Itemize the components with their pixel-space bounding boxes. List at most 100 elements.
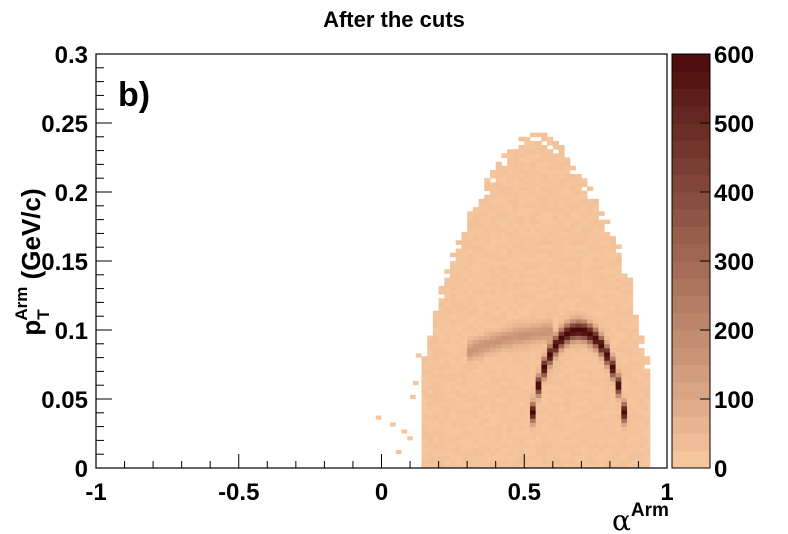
histogram-bin (438, 352, 445, 357)
histogram-bin (489, 385, 497, 390)
histogram-bin (587, 422, 594, 427)
histogram-bin (592, 393, 599, 399)
histogram-bin (489, 203, 497, 208)
histogram-bin (547, 401, 554, 407)
histogram-bin (621, 372, 628, 378)
histogram-bin (547, 215, 554, 220)
histogram-bin (609, 364, 617, 370)
histogram-bin (484, 314, 491, 320)
histogram-bin (478, 434, 485, 440)
histogram-bin (609, 310, 617, 316)
histogram-bin (444, 397, 451, 403)
histogram-bin (444, 393, 451, 399)
histogram-bin (598, 302, 605, 307)
histogram-bin (587, 219, 594, 225)
histogram-bin (609, 244, 617, 249)
histogram-bin (575, 178, 582, 183)
histogram-bin (432, 335, 439, 341)
histogram-bin (518, 405, 525, 411)
histogram-bin (484, 248, 491, 254)
histogram-bin (529, 455, 537, 461)
histogram-bin (564, 194, 571, 200)
histogram-bin (529, 153, 537, 158)
histogram-bin (581, 236, 588, 241)
histogram-bin (512, 252, 519, 258)
x-axis-label-base: α (612, 504, 631, 534)
histogram-bin (575, 430, 582, 436)
histogram-bin (609, 236, 617, 241)
histogram-bin (615, 381, 622, 386)
z-tick-label: 100 (714, 387, 754, 414)
histogram-bin (581, 430, 588, 436)
histogram-bin (461, 405, 468, 411)
histogram-bin (512, 223, 519, 229)
histogram-bin (427, 405, 434, 411)
histogram-bin (592, 443, 599, 448)
histogram-bin (529, 414, 537, 419)
histogram-bin (432, 314, 439, 320)
histogram-bin (564, 298, 571, 303)
histogram-bin (472, 211, 479, 216)
histogram-bin (558, 318, 565, 324)
histogram-bin (450, 335, 457, 341)
histogram-bin (484, 227, 491, 233)
histogram-bin (450, 269, 457, 274)
histogram-bin (558, 294, 565, 299)
histogram-bin (461, 385, 468, 390)
histogram-bin (609, 376, 617, 382)
histogram-bin (489, 443, 497, 448)
histogram-bin (524, 277, 531, 283)
histogram-bin (621, 347, 628, 353)
histogram-bin (484, 389, 491, 394)
histogram-bin (587, 327, 594, 332)
histogram-bin (552, 381, 559, 386)
histogram-bin (450, 347, 457, 353)
histogram-bin (529, 161, 537, 167)
histogram-bin (609, 240, 617, 245)
histogram-bin (541, 335, 548, 341)
histogram-bin (484, 232, 491, 237)
histogram-bin (501, 352, 508, 357)
histogram-bin (564, 318, 571, 324)
histogram-bin (627, 443, 634, 448)
histogram-bin (518, 207, 525, 212)
histogram-bin (438, 331, 445, 336)
histogram-bin (484, 223, 491, 229)
histogram-bin (638, 426, 645, 432)
histogram-bin (541, 310, 548, 316)
histogram-bin (495, 240, 502, 245)
histogram-bin (535, 149, 542, 154)
histogram-bin (535, 140, 542, 146)
histogram-bin (587, 459, 594, 465)
histogram-bin (569, 410, 577, 415)
histogram-bin (581, 190, 588, 196)
histogram-bin (558, 368, 565, 374)
histogram-bin (581, 223, 588, 229)
histogram-bin (564, 327, 571, 332)
histogram-bin (489, 389, 497, 394)
histogram-bin (484, 318, 491, 324)
histogram-bin (541, 331, 548, 336)
histogram-bin (615, 389, 622, 394)
histogram-bin (569, 459, 577, 465)
histogram-bin (638, 414, 645, 419)
histogram-bin (609, 339, 617, 345)
histogram-bin (489, 227, 497, 233)
histogram-bin (632, 327, 639, 332)
histogram-bin (507, 273, 514, 278)
histogram-bin (535, 207, 542, 212)
histogram-bin (609, 430, 617, 436)
histogram-bin (529, 331, 537, 336)
histogram-bin (535, 393, 542, 399)
histogram-bin (609, 422, 617, 427)
histogram-bin (507, 161, 514, 167)
histogram-bin (598, 401, 605, 407)
histogram-bin (627, 356, 634, 361)
histogram-bin (564, 443, 571, 448)
histogram-bin (638, 397, 645, 403)
histogram-bin (581, 252, 588, 258)
histogram-bin (598, 430, 605, 436)
histogram-bin (484, 302, 491, 307)
x-tick-label: -0.5 (218, 479, 259, 506)
histogram-bin (461, 434, 468, 440)
